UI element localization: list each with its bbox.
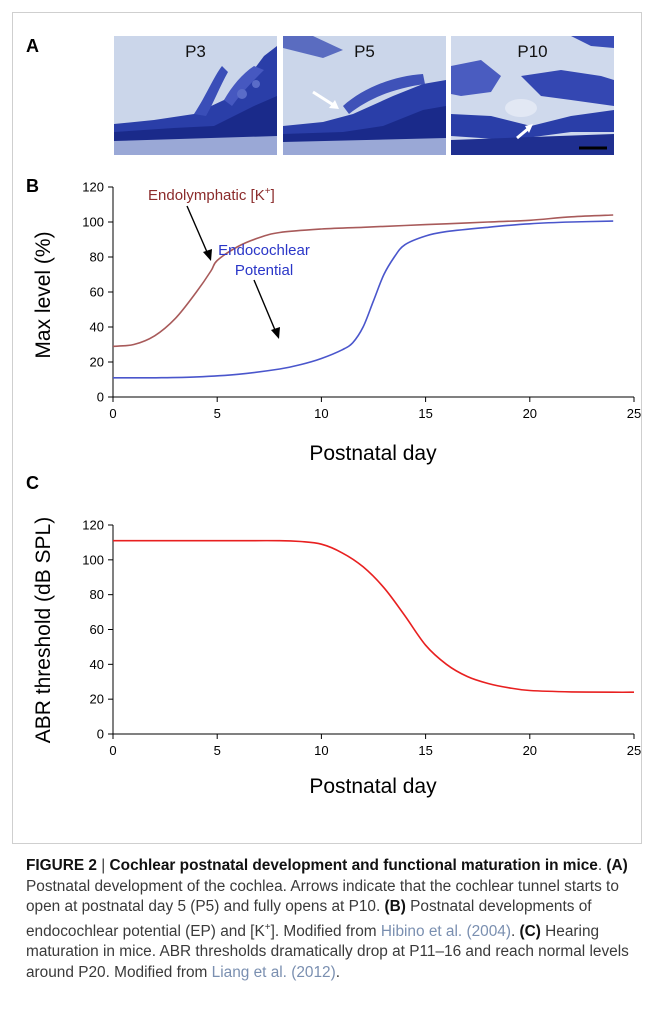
chart-c-y-tick-label: 20 <box>90 692 104 707</box>
chart-c-x-tick-label: 20 <box>523 743 537 758</box>
chart-c-x-tick-label: 0 <box>109 743 116 758</box>
annotation-arrow-endolymphatic <box>186 205 212 261</box>
chart-b-x-tick-label: 10 <box>314 406 328 421</box>
chart-c-xlabel: Postnatal day <box>309 775 437 798</box>
micrograph-p5: P5 <box>283 36 446 155</box>
panel-c-letter: C <box>26 473 39 493</box>
caption-b-sup: + <box>264 921 271 933</box>
chart-c-x-tick-label: 25 <box>627 743 641 758</box>
caption-separator: | <box>96 857 110 874</box>
micrograph-p5-image <box>283 36 446 155</box>
chart-b-series-1-line <box>112 220 614 379</box>
caption-ref-liang[interactable]: Liang et al. (2012) <box>211 963 336 981</box>
chart-b-x-tick-label: 15 <box>418 406 432 421</box>
figure-frame <box>12 12 642 844</box>
chart-b-x-tick-label: 0 <box>109 406 116 421</box>
caption-figure-number: FIGURE 2 <box>26 857 97 874</box>
caption-c-tag: (C) <box>519 922 541 940</box>
chart-c-x-tick-label: 5 <box>214 743 221 758</box>
caption-title: Cochlear postnatal development and funct… <box>109 857 598 874</box>
micrograph-p3-image <box>114 36 277 155</box>
caption-c-end: . <box>335 963 341 981</box>
chart-b-x-tick-label: 5 <box>214 406 221 421</box>
chart-c-series-0-line <box>112 539 635 694</box>
chart-c-y-tick-label: 0 <box>97 727 104 742</box>
caption-ref-hibino[interactable]: Hibino et al. (2004) <box>380 922 511 940</box>
annotation-arrow-endocochlear <box>253 279 280 339</box>
annotation-endolymphatic: Endolymphatic [K+] <box>148 186 275 204</box>
chart-b-y-tick-label: 20 <box>90 355 104 370</box>
chart-b-y-tick-label: 100 <box>82 215 104 230</box>
chart-b-ylabel: Max level (%) <box>32 231 55 358</box>
chart-b-y-tick-label: 60 <box>90 285 104 300</box>
chart-b-series-0-line <box>112 214 614 348</box>
chart-c-x-tick-label: 10 <box>314 743 328 758</box>
caption-b-text1: Postnatal developments of endocochlear p… <box>26 898 592 940</box>
chart-c-y-tick-label: 40 <box>90 657 104 672</box>
chart-c-ylabel: ABR threshold (dB SPL) <box>32 517 55 743</box>
chart-b-x-tick-label: 20 <box>523 406 537 421</box>
figure-caption: FIGURE 2 | Cochlear postnatal developmen… <box>26 856 638 983</box>
chart-b-y-tick-label: 120 <box>82 180 104 195</box>
chart-c-y-tick-label: 100 <box>82 552 104 567</box>
micrograph-p3: P3 <box>114 36 277 155</box>
stage-label-p3: P3 <box>185 42 206 61</box>
caption-b-tag: (B) <box>384 898 406 915</box>
caption-a-tag: (A) <box>606 857 628 874</box>
chart-b-y-tick-label: 0 <box>97 390 104 405</box>
chart-c: 0 20 40 60 80 100 120 0 5 10 15 20 25 ABR threshold … <box>32 517 641 798</box>
chart-b-y-tick-label: 40 <box>90 320 104 335</box>
caption-title-dot: . <box>597 857 607 874</box>
chart-c-x-tick-label: 15 <box>418 743 432 758</box>
caption-b-text2: ]. Modified from <box>270 922 381 940</box>
micrograph-p10-image <box>451 36 614 155</box>
caption-b-end: . <box>510 922 520 940</box>
panel-b-letter: B <box>26 176 39 196</box>
caption-a-text: Postnatal development of the cochlea. Ar… <box>26 877 619 916</box>
chart-b-y-tick-label: 80 <box>90 250 104 265</box>
chart-c-y-tick-label: 120 <box>82 518 104 533</box>
annotation-potential: Potential <box>235 262 293 279</box>
stage-label-p10: P10 <box>517 42 548 61</box>
caption-c-text1: Hearing maturation in mice. ABR threshol… <box>26 922 629 981</box>
chart-b-xlabel: Postnatal day <box>309 442 437 465</box>
micrograph-p10: P10 <box>451 36 614 155</box>
annotation-endocochlear: Endocochlear <box>218 242 310 259</box>
chart-c-y-tick-label: 80 <box>90 587 104 602</box>
stage-label-p5: P5 <box>354 42 375 61</box>
chart-c-y-tick-label: 60 <box>90 622 104 637</box>
panel-a-letter: A <box>26 36 39 56</box>
chart-b-x-tick-label: 25 <box>627 406 641 421</box>
